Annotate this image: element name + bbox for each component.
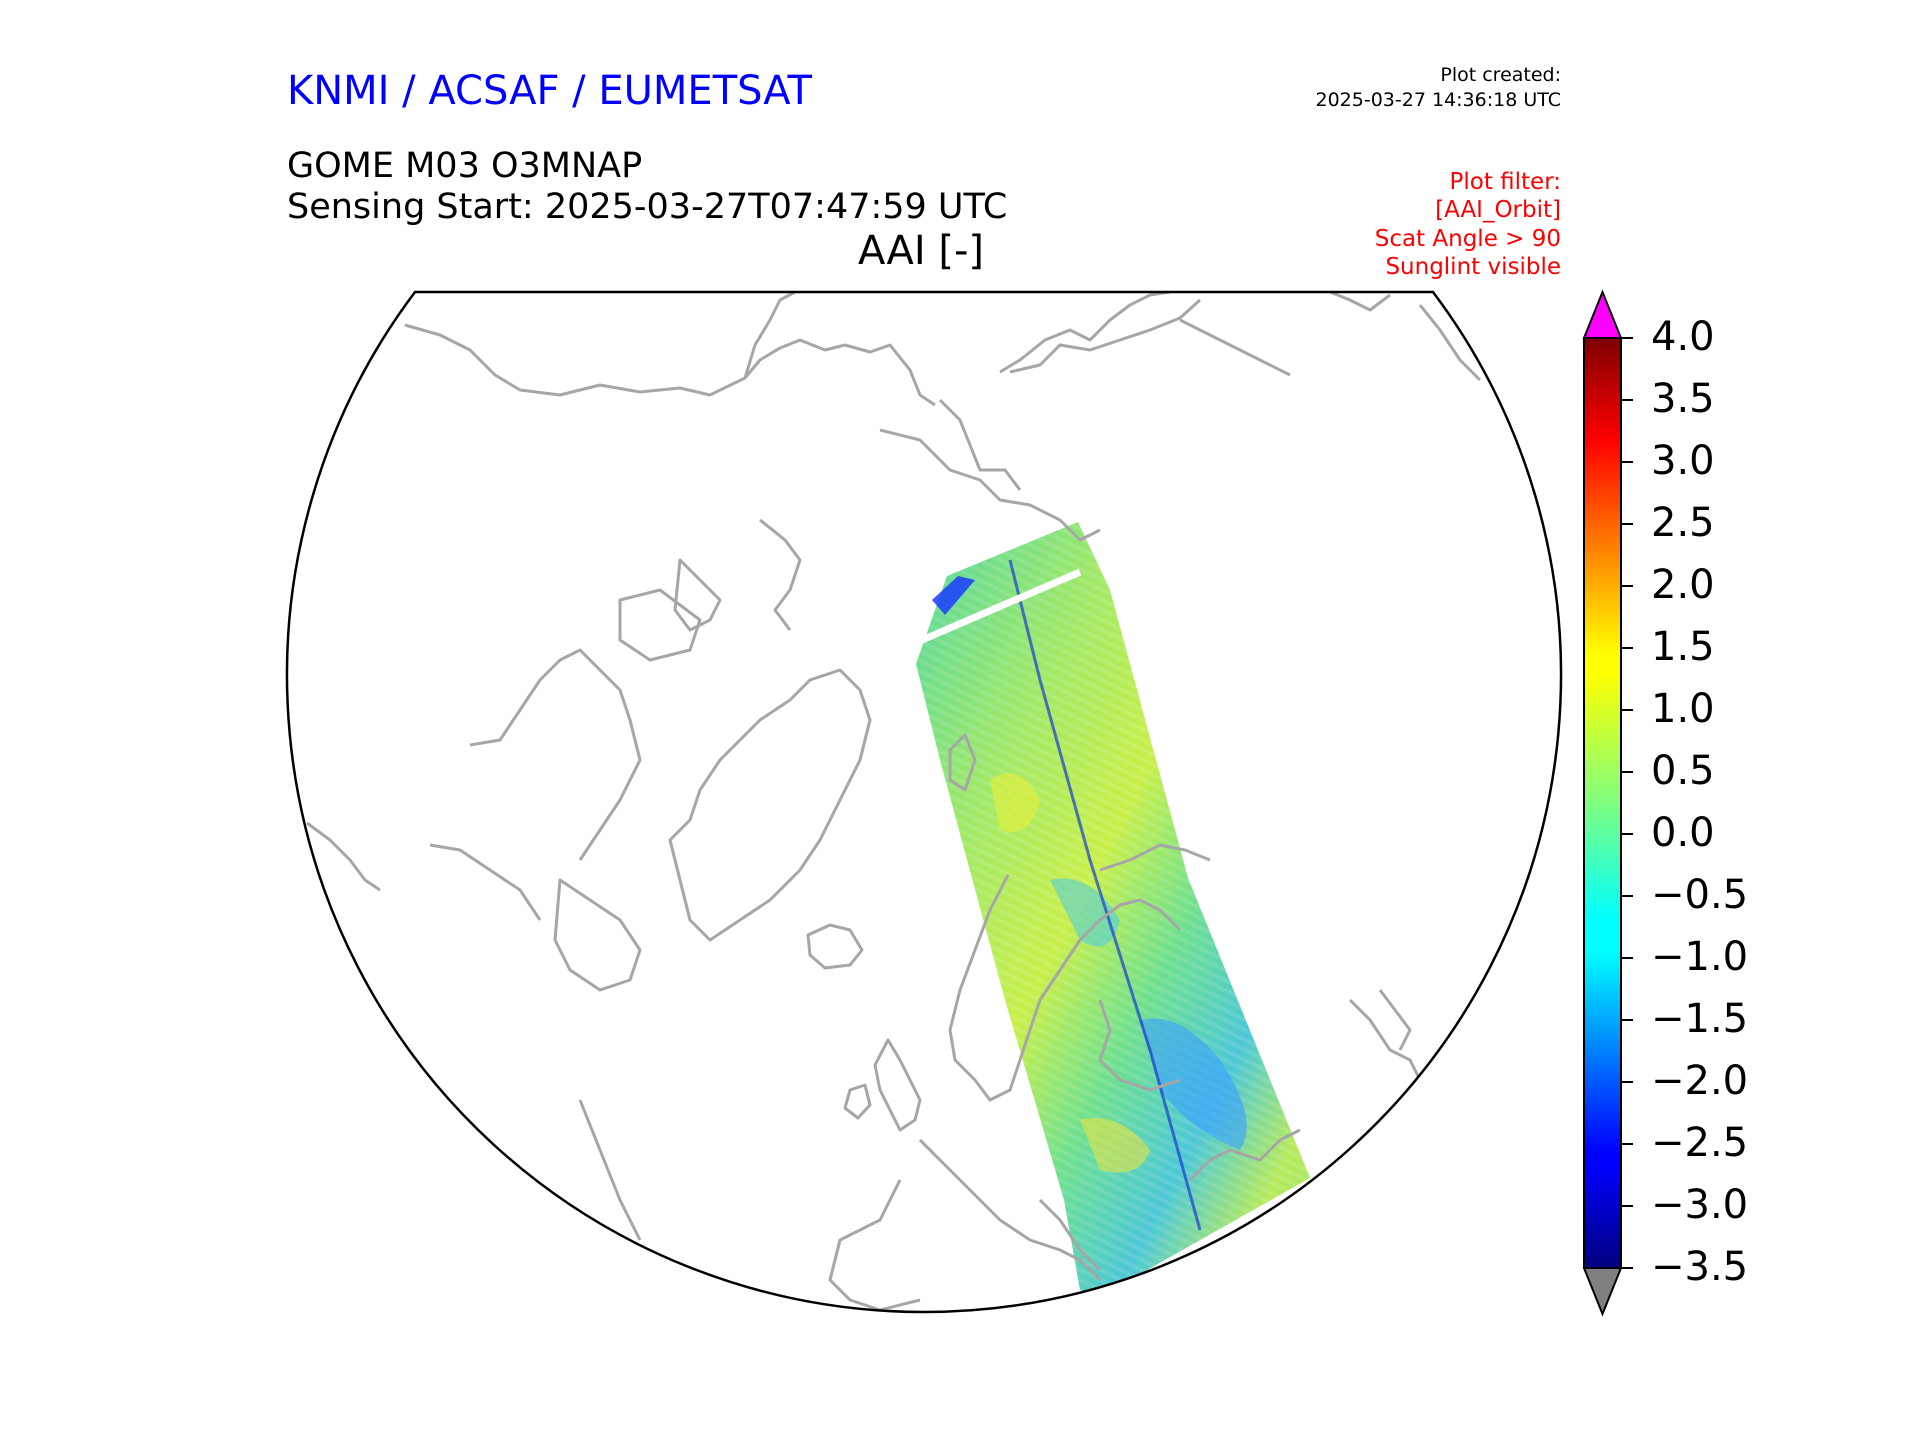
colorbar-tick-label: 0.5: [1651, 748, 1715, 794]
colorbar-tick-label: −2.5: [1651, 1120, 1749, 1166]
colorbar-tick-label: 3.0: [1651, 438, 1715, 484]
coastline-victoria-island: [618, 588, 702, 662]
coastline-alaska-west: [306, 821, 381, 892]
swath-high-patch: [1080, 1118, 1150, 1173]
colorbar-tick-label: −3.5: [1651, 1244, 1749, 1290]
colorbar-outline: [1583, 337, 1622, 1269]
sensing-start: Sensing Start: 2025-03-27T07:47:59 UTC: [287, 187, 1008, 227]
variable-title: AAI [-]: [858, 228, 984, 274]
coastline-caspian: [1188, 1128, 1301, 1182]
coastline-norway: [948, 874, 1062, 1102]
colorbar-tick-label: 2.5: [1651, 500, 1715, 546]
colorbar-tick-label: −2.0: [1651, 1058, 1749, 1104]
coastline-kola: [1099, 843, 1211, 872]
coastline-canada-islands: [759, 518, 802, 631]
coastline-baltic: [1098, 999, 1181, 1092]
coastline-svalbard: [948, 733, 977, 792]
coastline-ireland: [843, 1083, 872, 1120]
coastline-taymyr: [743, 292, 796, 379]
coastline-europe: [918, 1138, 1102, 1282]
map-border: [285, 290, 1563, 1314]
colorbar-over-triangle: [1582, 289, 1623, 339]
coastline-pacific-nw: [578, 1099, 642, 1241]
swath-high-patch: [990, 773, 1040, 832]
colorbar-ticks: [1621, 337, 1633, 1269]
coastline-baffin: [938, 398, 1022, 491]
colorbar-gradient: [1584, 338, 1621, 1268]
colorbar-tick-label: 1.0: [1651, 686, 1715, 732]
colorbar-under-triangle: [1582, 1267, 1623, 1317]
coastline-banks-island: [673, 558, 722, 632]
colorbar-tick-label: 2.0: [1651, 562, 1715, 608]
swath-data-gap: [920, 568, 1082, 644]
plot-filter-line: Scat Angle > 90: [1374, 226, 1561, 252]
product-title: GOME M03 O3MNAP: [287, 146, 643, 186]
colorbar-tick-label: 3.5: [1651, 376, 1715, 422]
swath-low-patch: [1140, 1018, 1247, 1150]
coastline-alaska-2: [1009, 298, 1202, 374]
plot-filter-title: Plot filter:: [1449, 169, 1561, 195]
colorbar-tick-label: −3.0: [1651, 1182, 1749, 1228]
coastline-uk: [873, 1038, 922, 1132]
coastline-greenland: [668, 668, 872, 942]
coastlines: [306, 292, 1482, 1312]
plot-filter-line: [AAI_Orbit]: [1435, 197, 1561, 223]
plot-created-label: Plot created:: [1440, 64, 1561, 86]
coastline-hudson: [553, 878, 642, 992]
colorbar-tick-label: 0.0: [1651, 810, 1715, 856]
coastline-alaska: [999, 292, 1171, 374]
coastline-chukotka: [1329, 292, 1391, 312]
colorbar-tick-label: −1.5: [1651, 996, 1749, 1042]
coastline-bering: [1179, 318, 1291, 377]
coastline-iceland: [806, 923, 864, 970]
plot-filter-line: Sunglint visible: [1385, 254, 1561, 280]
plot-created-time: 2025-03-27 14:36:18 UTC: [1315, 89, 1562, 111]
swath-nadir-line: [1008, 559, 1202, 1231]
coastline-canada-mainland: [469, 648, 642, 861]
colorbar-tick-label: −0.5: [1651, 872, 1749, 918]
coastline-aleutian: [429, 843, 542, 921]
colorbar-tick-label: 1.5: [1651, 624, 1715, 670]
coastline-asia-east: [1348, 998, 1422, 1081]
coastline-kamchatka: [1418, 304, 1482, 382]
organization-title: KNMI / ACSAF / EUMETSAT: [287, 68, 812, 114]
colorbar: [1582, 289, 1633, 1317]
colorbar-tick-label: 4.0: [1651, 314, 1715, 360]
colorbar-tick-label: −1.0: [1651, 934, 1749, 980]
swath-low-patch: [1050, 878, 1120, 947]
swath-low-patch: [932, 576, 975, 615]
coastline-japan: [1378, 989, 1412, 1051]
coastline-canada-archipelago: [879, 428, 1101, 542]
coastline-sweden-finland: [1058, 898, 1182, 971]
coastline-italy: [1038, 1198, 1102, 1272]
